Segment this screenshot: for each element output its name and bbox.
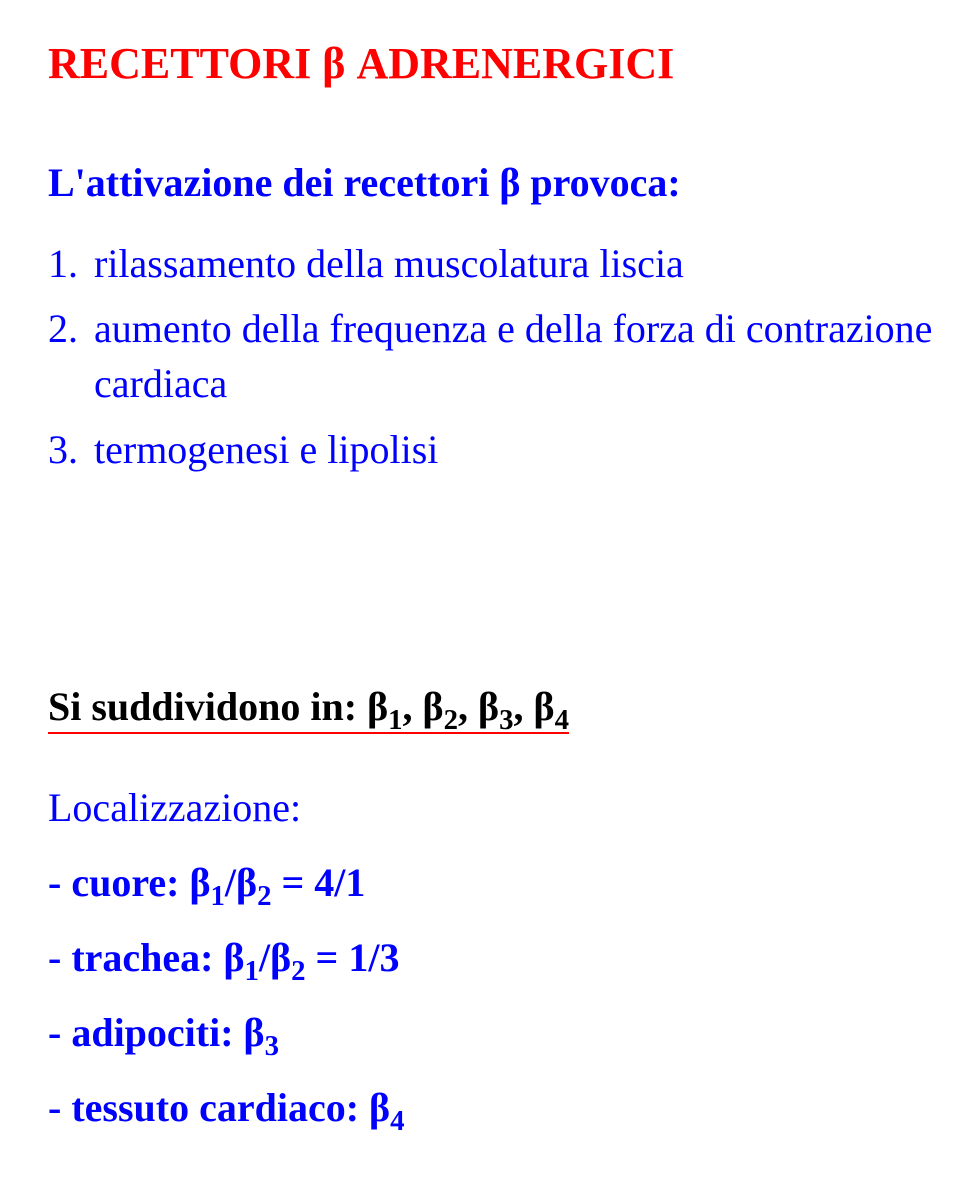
beta: β bbox=[367, 684, 388, 729]
sep: , β bbox=[403, 684, 444, 729]
item-text: rilassamento della muscolatura liscia bbox=[94, 236, 684, 291]
page-title: RECETTORI β ADRENERGICI bbox=[48, 38, 940, 89]
localization-title: Localizzazione: bbox=[48, 784, 940, 831]
beta: β bbox=[244, 1010, 265, 1055]
loc-label: - adipociti: bbox=[48, 1010, 244, 1055]
intro-text: L'attivazione dei recettori β provoca: bbox=[48, 159, 940, 206]
loc-label: - trachea: bbox=[48, 935, 223, 980]
sep: , β bbox=[458, 684, 499, 729]
expr: = 1/3 bbox=[306, 935, 400, 980]
loc-item: - cuore: β1/β2 = 4/1 bbox=[48, 859, 940, 906]
loc-label: - cuore: bbox=[48, 860, 189, 905]
item-text: termogenesi e lipolisi bbox=[94, 422, 438, 477]
sep: , β bbox=[514, 684, 555, 729]
loc-label: - tessuto cardiaco: bbox=[48, 1085, 369, 1130]
loc-item: - adipociti: β3 bbox=[48, 1009, 940, 1056]
beta: β bbox=[223, 935, 244, 980]
subdivision-text: Si suddividono in: β1, β2, β3, β4 bbox=[48, 683, 569, 734]
sub: 1 bbox=[211, 880, 225, 912]
expr: = 4/1 bbox=[272, 860, 366, 905]
item-text: aumento della frequenza e della forza di… bbox=[94, 301, 940, 411]
sub: 1 bbox=[388, 704, 402, 736]
sub: 2 bbox=[291, 955, 305, 987]
beta: β bbox=[369, 1085, 390, 1130]
expr: /β bbox=[259, 935, 291, 980]
sub: 3 bbox=[499, 704, 513, 736]
sub: 3 bbox=[265, 1030, 279, 1062]
item-number: 3. bbox=[48, 422, 94, 477]
list-item: 1. rilassamento della muscolatura liscia bbox=[48, 236, 940, 291]
sub: 2 bbox=[444, 704, 458, 736]
beta: β bbox=[189, 860, 210, 905]
expr: /β bbox=[225, 860, 257, 905]
list-item: 3. termogenesi e lipolisi bbox=[48, 422, 940, 477]
effects-list: 1. rilassamento della muscolatura liscia… bbox=[48, 236, 940, 477]
loc-item: - trachea: β1/β2 = 1/3 bbox=[48, 934, 940, 981]
sub: 4 bbox=[555, 704, 569, 736]
item-number: 1. bbox=[48, 236, 94, 291]
subdiv-prefix: Si suddividono in: bbox=[48, 684, 367, 729]
item-number: 2. bbox=[48, 301, 94, 411]
subdivision-line: Si suddividono in: β1, β2, β3, β4 bbox=[48, 683, 940, 734]
sub: 4 bbox=[390, 1105, 404, 1137]
list-item: 2. aumento della frequenza e della forza… bbox=[48, 301, 940, 411]
loc-item: - tessuto cardiaco: β4 bbox=[48, 1084, 940, 1131]
sub: 2 bbox=[257, 880, 271, 912]
sub: 1 bbox=[245, 955, 259, 987]
